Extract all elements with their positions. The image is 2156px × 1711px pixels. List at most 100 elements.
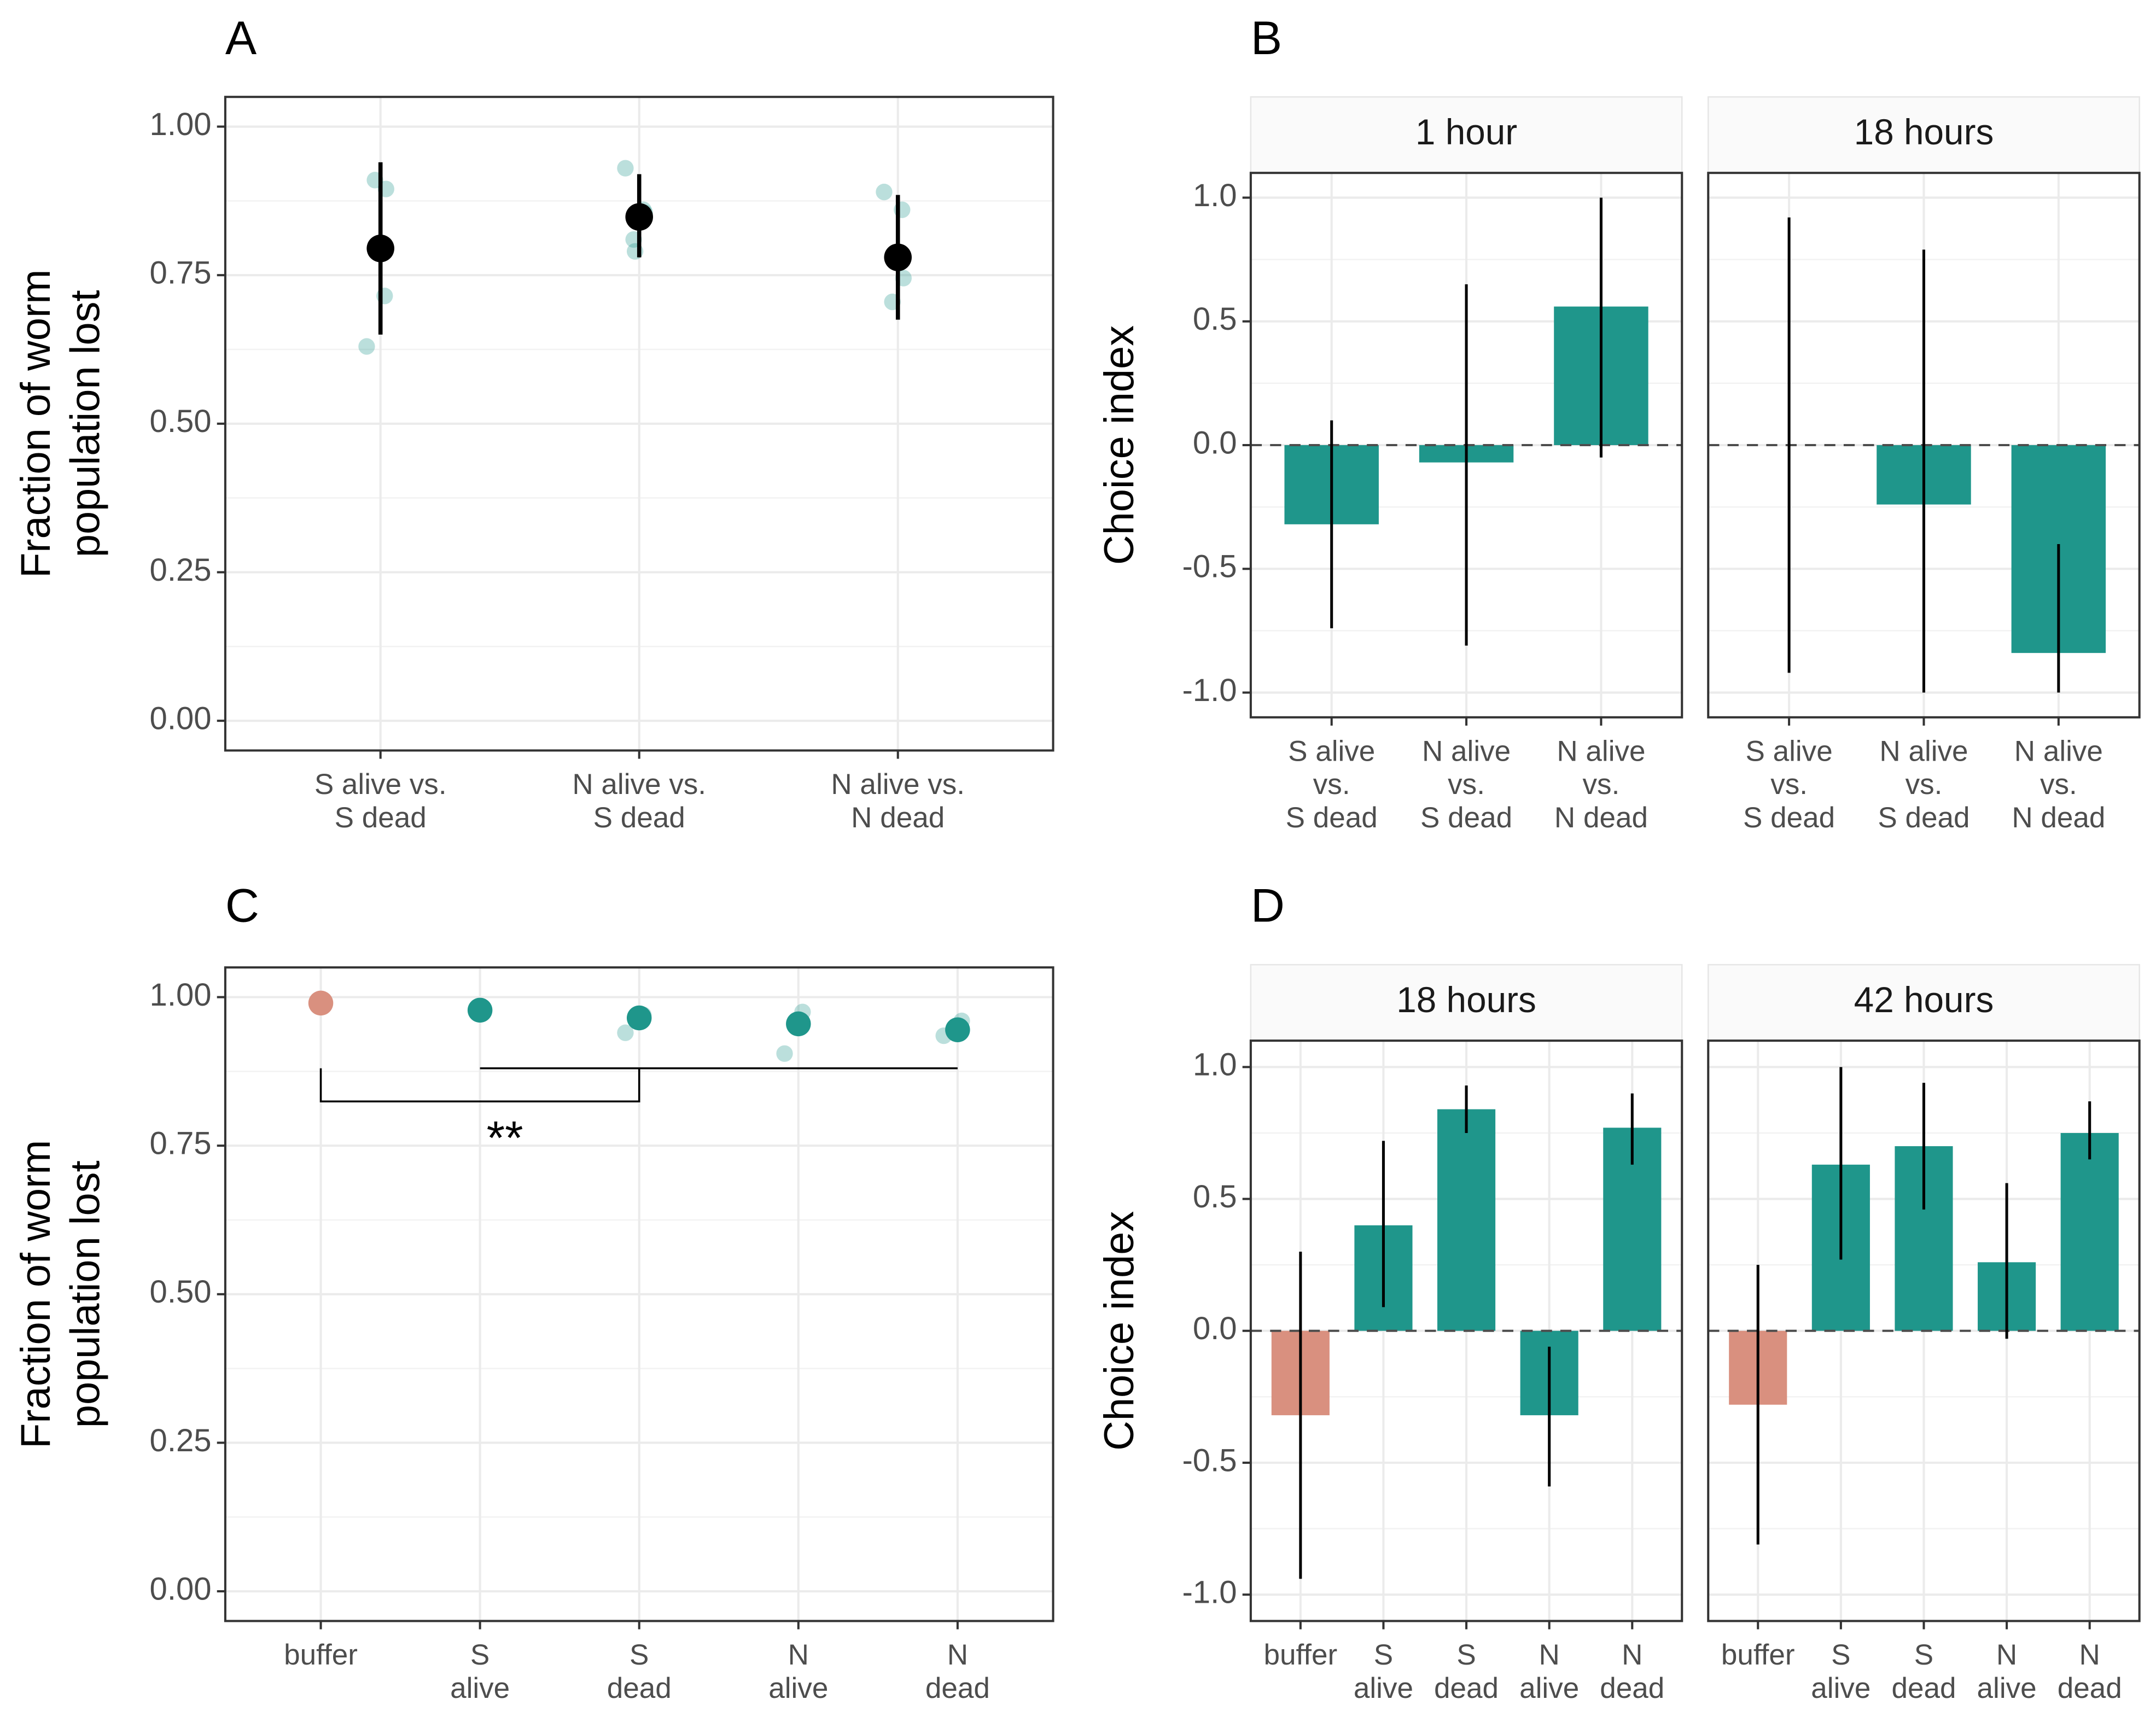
x-tick-label: S dead [1420,802,1512,834]
x-tick-label: vs. [1770,768,1808,801]
x-tick-label: alive [1811,1672,1871,1704]
bar [1437,1109,1496,1331]
x-tick-label: N alive vs. [572,768,706,801]
x-tick-label: vs. [1313,768,1350,801]
x-tick-label: S [1456,1639,1476,1671]
y-tick-label: 0.0 [1193,425,1237,460]
y-tick-label: 0.0 [1193,1311,1237,1346]
panel-letter: C [225,880,259,932]
y-tick-label: -1.0 [1182,673,1237,708]
bar [2060,1132,2119,1331]
y-axis-title: Fraction of worm [13,270,59,578]
x-tick-label: S alive [1288,735,1375,768]
y-tick-label: 0.25 [150,552,212,588]
x-tick-label: S [630,1639,649,1671]
facet-strip [1250,963,1683,1042]
y-tick-label: 1.00 [150,107,212,142]
mean-point [467,997,493,1023]
y-axis-title: population lost [62,290,109,557]
y-tick-label: 0.5 [1193,301,1237,337]
raw-point [358,338,375,355]
y-tick-label: 0.50 [150,404,212,439]
x-tick-label: alive [1354,1672,1413,1704]
x-tick-label: buffer [284,1639,358,1671]
mean-point [786,1011,811,1037]
x-tick-label: N [947,1639,968,1671]
x-tick-label: S [1374,1639,1393,1671]
y-tick-label: 0.75 [150,1125,212,1161]
panel-letter: B [1251,12,1282,65]
raw-point [876,183,893,201]
y-tick-label: -1.0 [1182,1575,1237,1610]
x-tick-label: N alive vs. [831,768,965,801]
panel-letter: A [225,12,257,65]
y-tick-label: 0.00 [150,1571,212,1607]
x-tick-label: dead [1434,1672,1499,1704]
x-tick-label: dead [2058,1672,2122,1704]
y-tick-label: 0.25 [150,1423,212,1458]
x-tick-label: N [1539,1639,1560,1671]
x-tick-label: dead [1891,1672,1956,1704]
x-tick-label: N [1996,1639,2017,1671]
x-tick-label: N alive [1879,735,1968,768]
y-tick-label: 0.50 [150,1274,212,1310]
x-tick-label: alive [768,1672,828,1704]
x-tick-label: buffer [1263,1639,1337,1671]
y-axis-title: population lost [62,1160,109,1428]
x-tick-label: dead [607,1672,672,1704]
x-tick-label: N [1622,1639,1642,1671]
x-tick-label: N dead [1554,802,1648,834]
raw-point [617,1024,634,1041]
facet-title: 18 hours [1396,980,1536,1020]
panel-letter: D [1251,880,1285,932]
significance-label: ** [487,1112,523,1164]
facet-strip [1250,96,1683,174]
facet-title: 1 hour [1415,112,1517,152]
raw-point [617,160,634,177]
x-tick-label: alive [450,1672,510,1704]
y-axis-title: Choice index [1096,325,1143,565]
y-tick-label: 0.75 [150,255,212,291]
mean-point [884,243,912,271]
y-tick-label: -0.5 [1182,1443,1237,1478]
x-tick-label: N alive [1557,735,1645,768]
x-tick-label: vs. [1448,768,1485,801]
x-tick-label: S [1914,1639,1933,1671]
y-tick-label: 1.00 [150,977,212,1013]
x-tick-label: dead [1600,1672,1664,1704]
facet-title: 18 hours [1854,112,1994,152]
mean-point [945,1017,970,1043]
x-tick-label: N [2079,1639,2100,1671]
y-axis-title: Choice index [1096,1211,1143,1451]
x-tick-label: vs. [1906,768,1943,801]
x-tick-label: N alive [2014,735,2103,768]
x-tick-label: S [1831,1639,1850,1671]
x-tick-label: S dead [1286,802,1378,834]
x-tick-label: vs. [1583,768,1620,801]
y-tick-label: -0.5 [1182,549,1237,585]
x-tick-label: N dead [851,802,945,834]
facet-strip [1708,96,2140,174]
y-tick-label: 0.5 [1193,1179,1237,1214]
x-tick-label: S dead [593,802,685,834]
x-tick-label: alive [1977,1672,2037,1704]
mean-point [308,990,334,1016]
x-tick-label: alive [1519,1672,1579,1704]
facet-title: 42 hours [1854,980,1994,1020]
y-axis-title: Fraction of worm [13,1140,59,1449]
x-tick-label: buffer [1721,1639,1795,1671]
y-tick-label: 0.00 [150,700,212,736]
facet-strip [1708,963,2140,1042]
x-tick-label: S alive vs. [314,768,447,801]
mean-point [625,203,653,231]
x-tick-label: S dead [1743,802,1835,834]
x-tick-label: N alive [1422,735,1511,768]
mean-point [366,235,394,262]
y-tick-label: 1.0 [1193,1047,1237,1083]
x-tick-label: N [788,1639,809,1671]
x-tick-label: dead [925,1672,990,1704]
raw-point [776,1045,793,1062]
x-tick-label: N dead [2012,802,2105,834]
x-tick-label: S dead [1878,802,1969,834]
